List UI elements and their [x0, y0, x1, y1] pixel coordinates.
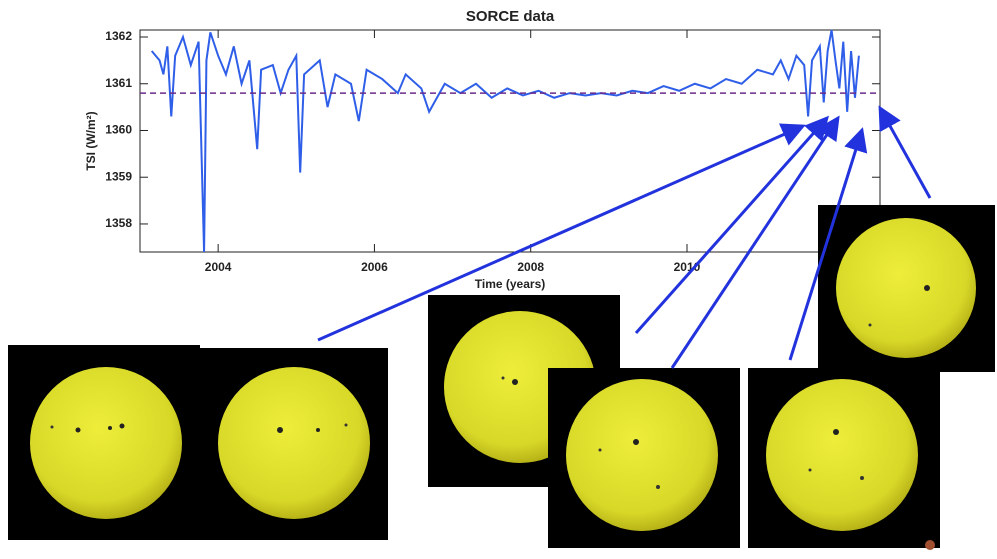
chart-title: SORCE data — [466, 8, 555, 25]
x-tick-label: 2010 — [674, 260, 701, 274]
x-tick-label: 2008 — [517, 260, 544, 274]
sun-image — [748, 368, 940, 550]
y-tick-label: 1361 — [105, 76, 132, 90]
y-tick-label: 1362 — [105, 29, 132, 43]
figure: SORCE data Time (years) TSI (W/m²) 1358 1… — [0, 0, 997, 554]
y-tick-label: 1360 — [105, 123, 132, 137]
x-tick-label: 2006 — [361, 260, 388, 274]
y-tick-label: 1358 — [105, 216, 132, 230]
sun-image — [548, 368, 740, 548]
plot: SORCE data Time (years) TSI (W/m²) 1358 1… — [84, 8, 880, 291]
page: {"chart_data": {"type": "line", "title":… — [0, 0, 997, 554]
sun-images — [8, 205, 995, 550]
sun-image — [200, 348, 388, 540]
sun-image — [818, 205, 995, 372]
y-axis-label: TSI (W/m²) — [84, 111, 98, 170]
tsi-line — [152, 30, 859, 252]
x-axis-label: Time (years) — [475, 277, 545, 291]
x-tick-label: 2004 — [205, 260, 232, 274]
y-tick-label: 1359 — [105, 169, 132, 183]
sun-image — [8, 345, 200, 540]
